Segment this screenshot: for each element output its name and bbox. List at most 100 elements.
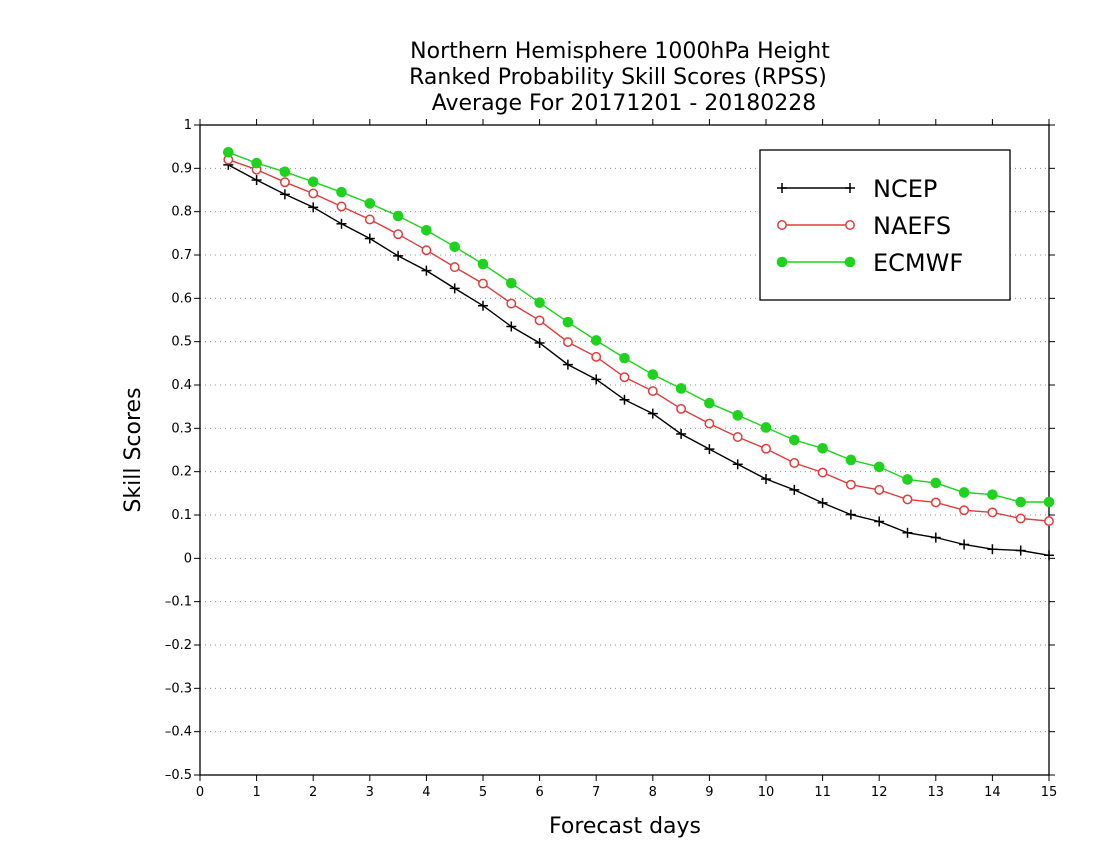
x-tick-label: 11 (814, 785, 831, 800)
point-ncep (308, 202, 319, 213)
x-tick-label: 3 (366, 785, 374, 800)
point-ecmwf (307, 176, 319, 188)
point-naefs (761, 443, 771, 454)
point-ecmwf (873, 461, 885, 473)
point-naefs (308, 188, 319, 199)
point-ncep (591, 374, 602, 385)
point-naefs (845, 479, 856, 490)
point-naefs (364, 214, 375, 225)
point-ecmwf (647, 369, 659, 380)
point-naefs (1044, 516, 1054, 527)
legend-label-ncep: NCEP (873, 175, 937, 203)
point-naefs (874, 484, 885, 495)
series-ncep (223, 159, 1054, 561)
point-ncep (1044, 550, 1054, 561)
point-ecmwf (223, 147, 234, 158)
point-naefs (817, 467, 828, 478)
y-tick-label: –0.3 (165, 681, 192, 696)
x-tick-label: 13 (928, 785, 945, 800)
point-ncep (676, 428, 687, 439)
point-ncep (845, 509, 856, 520)
point-ecmwf (364, 198, 376, 209)
point-ecmwf (732, 410, 744, 421)
series-naefs (223, 154, 1054, 527)
point-ecmwf (619, 352, 630, 364)
point-naefs (930, 497, 941, 508)
x-tick-label: 10 (758, 785, 775, 800)
legend-marker-end-ecmwf (844, 256, 856, 268)
chart-title-line-1: Northern Hemisphere 1000hPa Height (410, 39, 830, 64)
x-tick-label: 6 (535, 785, 543, 800)
point-naefs (619, 372, 630, 383)
y-tick-label: 0.4 (171, 378, 192, 393)
point-ncep (364, 233, 375, 244)
point-naefs (562, 337, 573, 348)
point-ecmwf (251, 157, 262, 169)
x-tick-label: 5 (479, 785, 487, 800)
y-tick-label: 0.8 (171, 205, 192, 220)
point-ecmwf (987, 489, 998, 500)
point-ecmwf (958, 487, 970, 498)
point-ecmwf (590, 335, 602, 346)
point-ncep (761, 474, 771, 485)
point-naefs (393, 229, 404, 240)
point-ncep (874, 516, 885, 527)
point-ecmwf (930, 477, 942, 489)
point-ncep (478, 300, 488, 311)
point-naefs (676, 403, 687, 414)
point-naefs (704, 418, 715, 429)
axes: –0.5 –0.4 –0.3 –0.2 –0.1 0 0.1 0.2 0.3 0.4 0.5 0.6 0… (165, 118, 1057, 800)
legend-label-naefs: NAEFS (873, 212, 951, 240)
point-ncep (1015, 545, 1026, 556)
point-naefs (1015, 513, 1026, 524)
point-naefs (506, 298, 517, 309)
point-ncep (789, 484, 800, 495)
point-naefs (478, 278, 488, 289)
point-ecmwf (675, 383, 687, 394)
point-naefs (647, 386, 658, 397)
x-tick-label: 9 (705, 785, 713, 800)
legend-marker-end-naefs (845, 220, 855, 230)
point-naefs (336, 201, 347, 212)
point-ecmwf (817, 442, 828, 454)
point-ecmwf (902, 474, 913, 485)
point-ncep (619, 394, 630, 405)
point-ecmwf (760, 422, 772, 433)
point-ncep (449, 283, 460, 294)
point-ecmwf (1015, 496, 1027, 508)
y-tick-label: –0.5 (165, 768, 192, 783)
point-ncep (534, 337, 545, 348)
point-ncep (421, 265, 432, 276)
y-tick-label: 0.5 (171, 335, 192, 350)
point-ncep (393, 250, 404, 261)
series-line-ncep (227, 164, 1050, 556)
x-tick-label: 2 (309, 785, 317, 800)
point-ncep (506, 321, 517, 332)
point-naefs (449, 262, 460, 273)
point-ncep (987, 544, 998, 555)
x-tick-label: 14 (984, 785, 1001, 800)
point-ecmwf (477, 258, 489, 270)
x-tick-label: 7 (592, 785, 600, 800)
x-axis-label: Forecast days (549, 814, 701, 839)
legend-marker-end-ncep (845, 183, 855, 193)
point-ecmwf (279, 166, 291, 178)
point-ncep (902, 527, 913, 538)
series-ecmwf (223, 147, 1055, 508)
point-ncep (959, 539, 970, 550)
y-tick-label: 0.1 (171, 508, 192, 523)
y-tick-label: 0.7 (171, 248, 192, 263)
legend-label-ecmwf: ECMWF (873, 249, 963, 277)
point-ecmwf (421, 225, 432, 236)
y-tick-label: –0.1 (165, 595, 192, 610)
x-tick-label: 8 (649, 785, 657, 800)
point-naefs (959, 505, 970, 516)
y-tick-label: –0.2 (165, 638, 192, 653)
point-ncep (647, 408, 658, 419)
point-ncep (251, 175, 262, 186)
point-naefs (591, 351, 602, 362)
point-naefs (987, 507, 998, 518)
point-ecmwf (789, 434, 800, 446)
x-tick-label: 15 (1041, 785, 1058, 800)
